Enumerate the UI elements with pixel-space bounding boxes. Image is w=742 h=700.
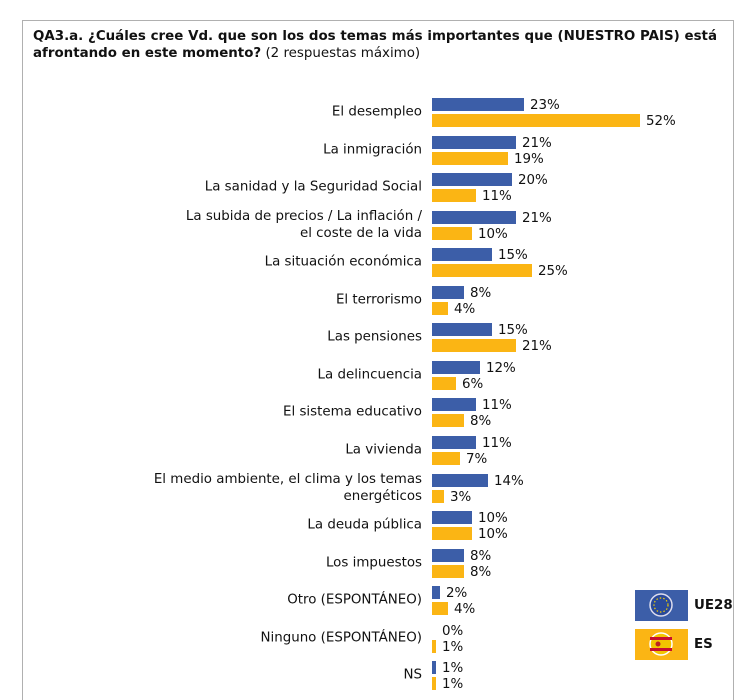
category-label: El medio ambiente, el clima y los temas … <box>153 471 422 504</box>
value-label: 8% <box>470 548 492 564</box>
bar <box>432 586 440 600</box>
chart-subtitle: (2 respuestas máximo) <box>265 46 421 61</box>
value-label: 23% <box>530 98 560 113</box>
value-label: 15% <box>498 248 528 264</box>
value-label: 1% <box>442 677 464 693</box>
value-label: 7% <box>466 451 488 467</box>
value-label: 25% <box>538 264 568 280</box>
category-label: NS <box>403 667 422 683</box>
bar <box>432 339 516 353</box>
value-label: 10% <box>478 226 508 242</box>
chart-title: QA3.a. ¿Cuáles cree Vd. que son los dos … <box>33 29 717 61</box>
category-label: La delincuencia <box>317 367 422 383</box>
category-label: Ninguno (ESPONTÁNEO) <box>260 630 422 646</box>
bar <box>432 135 516 149</box>
bar <box>432 226 472 240</box>
value-label: 6% <box>462 376 484 392</box>
value-label: 20% <box>518 173 548 189</box>
value-label: 11% <box>482 435 512 451</box>
value-label: 11% <box>482 189 512 205</box>
title-block: QA3.a. ¿Cuáles cree Vd. que son los dos … <box>33 28 717 62</box>
value-label: 10% <box>478 527 508 543</box>
bar <box>432 398 476 412</box>
value-label: 15% <box>498 323 528 339</box>
bar <box>432 527 472 541</box>
bar <box>432 414 464 428</box>
bar <box>432 677 436 691</box>
bar <box>432 451 460 465</box>
category-label: La situación económica <box>264 254 422 270</box>
category-label: La subida de precios / La inflación / el… <box>185 208 422 241</box>
frame <box>22 20 734 700</box>
bar <box>432 173 512 187</box>
value-label: 11% <box>482 398 512 414</box>
value-label: 21% <box>522 210 552 226</box>
bar <box>432 248 492 262</box>
category-label: El desempleo <box>331 104 422 120</box>
legend-swatch <box>635 590 688 621</box>
category-label: El sistema educativo <box>283 404 422 420</box>
bar <box>432 376 456 390</box>
bar <box>432 564 464 578</box>
bar <box>432 210 516 224</box>
category-label: La sanidad y la Seguridad Social <box>204 179 422 195</box>
bar <box>432 301 448 315</box>
category-label: La deuda pública <box>307 517 422 533</box>
category-label: El terrorismo <box>335 292 422 308</box>
legend-label: ES <box>694 637 713 652</box>
value-label: 4% <box>454 602 476 618</box>
value-label: 10% <box>478 511 508 527</box>
value-label: 2% <box>446 586 468 602</box>
category-label: La inmigración <box>323 142 422 158</box>
bar <box>432 661 436 675</box>
bar <box>432 189 476 203</box>
bar <box>432 489 444 503</box>
value-label: 0% <box>442 623 464 639</box>
value-label: 3% <box>450 489 472 505</box>
bar <box>432 602 448 616</box>
value-label: 19% <box>514 151 544 167</box>
bar <box>432 151 508 165</box>
legend-label: UE28 <box>694 598 733 613</box>
bar <box>432 435 476 449</box>
bar <box>432 98 524 111</box>
bar <box>432 285 464 299</box>
value-label: 8% <box>470 414 492 430</box>
value-label: 8% <box>470 564 492 580</box>
value-label: 52% <box>646 114 676 129</box>
value-label: 12% <box>486 360 516 376</box>
legend-swatch <box>635 629 688 660</box>
bar <box>432 511 472 525</box>
value-label: 8% <box>470 285 492 301</box>
value-label: 21% <box>522 135 552 151</box>
bar <box>432 548 464 562</box>
category-label: La vivienda <box>345 442 422 458</box>
bar <box>432 114 640 127</box>
value-label: 1% <box>442 639 464 655</box>
bar <box>432 473 488 487</box>
flag-icon <box>649 593 673 617</box>
value-label: 4% <box>454 301 476 317</box>
value-label: 21% <box>522 339 552 355</box>
bar <box>432 639 436 653</box>
bar <box>432 264 532 278</box>
category-label: Otro (ESPONTÁNEO) <box>287 592 422 608</box>
bar <box>432 360 480 374</box>
category-label: Los impuestos <box>325 555 422 571</box>
value-label: 1% <box>442 661 464 677</box>
category-label: Las pensiones <box>327 329 422 345</box>
flag-icon <box>649 632 673 656</box>
bar <box>432 323 492 337</box>
value-label: 14% <box>494 473 524 489</box>
